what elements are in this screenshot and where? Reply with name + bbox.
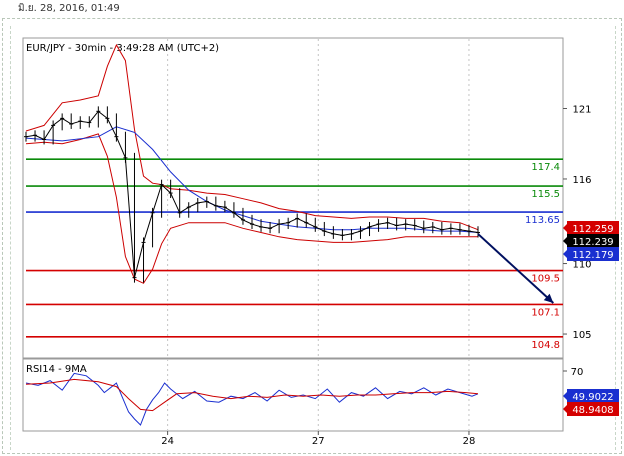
forecast-arrow [477,233,555,304]
rsi-chart-title: RSI14 - 9MA [26,364,87,375]
y-tick-label: 110 [572,260,591,271]
indicator-line [25,133,478,284]
main-chart-title: EUR/JPY - 30min - 3:49:28 AM (UTC+2) [26,43,219,54]
level-lines: 117.4 115.5 113.65 109.5 107.1 104.8 [26,158,563,351]
outer-frame [2,18,622,454]
level-label: 104.8 [531,340,560,351]
price-tags: 112.259 112.239 112.179 49.9022 48.9408 [563,221,619,416]
x-tick-label: 28 [463,436,476,447]
price-tag-label: 112.239 [572,237,613,248]
timestamp-bar: มิ.ย. 28, 2016, 01:49 [16,2,622,16]
y-tick-label: 105 [572,330,591,341]
level-label: 117.4 [531,162,560,173]
price-tag-label: 112.179 [572,250,613,261]
level-label: 113.65 [525,215,560,226]
rsi-tag-label: 48.9408 [572,405,613,416]
candles [24,106,480,283]
rsi-lines [25,372,479,426]
price-tag-pointer [563,249,568,259]
rsi-plot-frame [22,358,564,432]
x-tick-label: 27 [312,436,325,447]
axis-labels: 24 27 28 121 116 110 105 70 [161,104,591,447]
indicator-line [25,43,479,231]
price-tag-pointer [563,236,568,246]
rsi-tag-bg [567,389,619,403]
y-tick-label: 121 [572,104,591,115]
rsi-tag-bg [567,402,619,416]
timestamp: มิ.ย. 28, 2016, 01:49 [18,3,120,14]
price-tag-pointer [563,223,568,233]
price-tag-bg [567,247,619,261]
price-tag-label: 112.259 [572,224,613,235]
rsi-y-tick-label: 70 [571,367,584,378]
price-tag-bg [567,221,619,235]
level-label: 115.5 [531,189,560,200]
y-tick-label: 116 [572,175,591,186]
rsi-tag-pointer [563,391,568,401]
x-tick-label: 24 [161,436,174,447]
rsi-line [25,378,479,412]
rsi-tag-pointer [563,404,568,414]
rsi-tag-label: 49.9022 [572,392,613,403]
arrow-head [543,293,554,304]
level-label: 109.5 [531,274,560,285]
level-label: 107.1 [531,307,560,318]
main-plot-frame [22,37,564,359]
price-tag-bg [567,234,619,248]
arrow-shaft [477,233,555,304]
